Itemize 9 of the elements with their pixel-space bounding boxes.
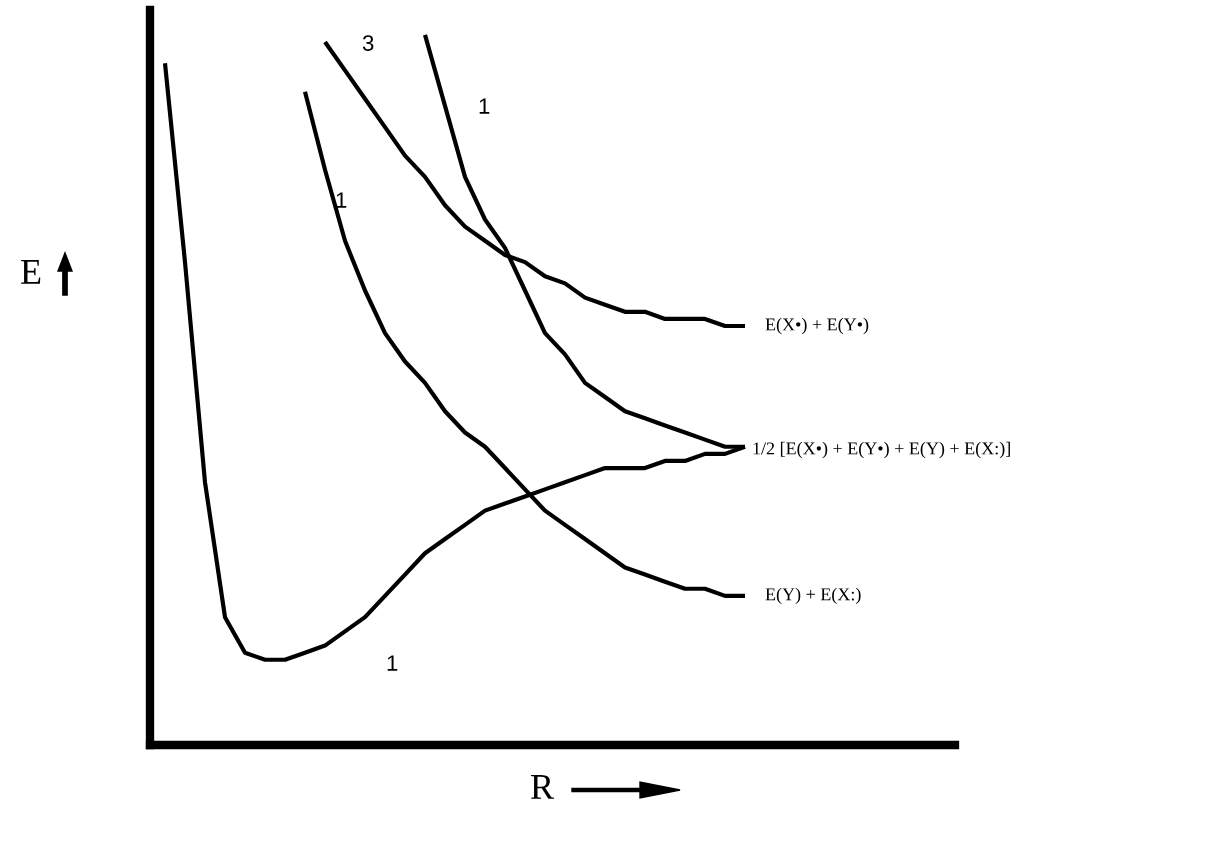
y-axis-title: E (21, 260, 41, 284)
annotation: 1 (479, 98, 490, 114)
annotation: 1/2 [E(X•) + E(Y•) + E(Y) + E(X:)] (753, 441, 1010, 459)
annotation: 3 (362, 35, 374, 51)
annotation: 1 (336, 192, 347, 208)
series-label: E(X•) + E(Y•) (765, 317, 869, 335)
series-label: E(Y) + E(X:) (765, 587, 861, 605)
x-axis-title: R (531, 775, 555, 799)
annotation: 1 (387, 655, 398, 671)
